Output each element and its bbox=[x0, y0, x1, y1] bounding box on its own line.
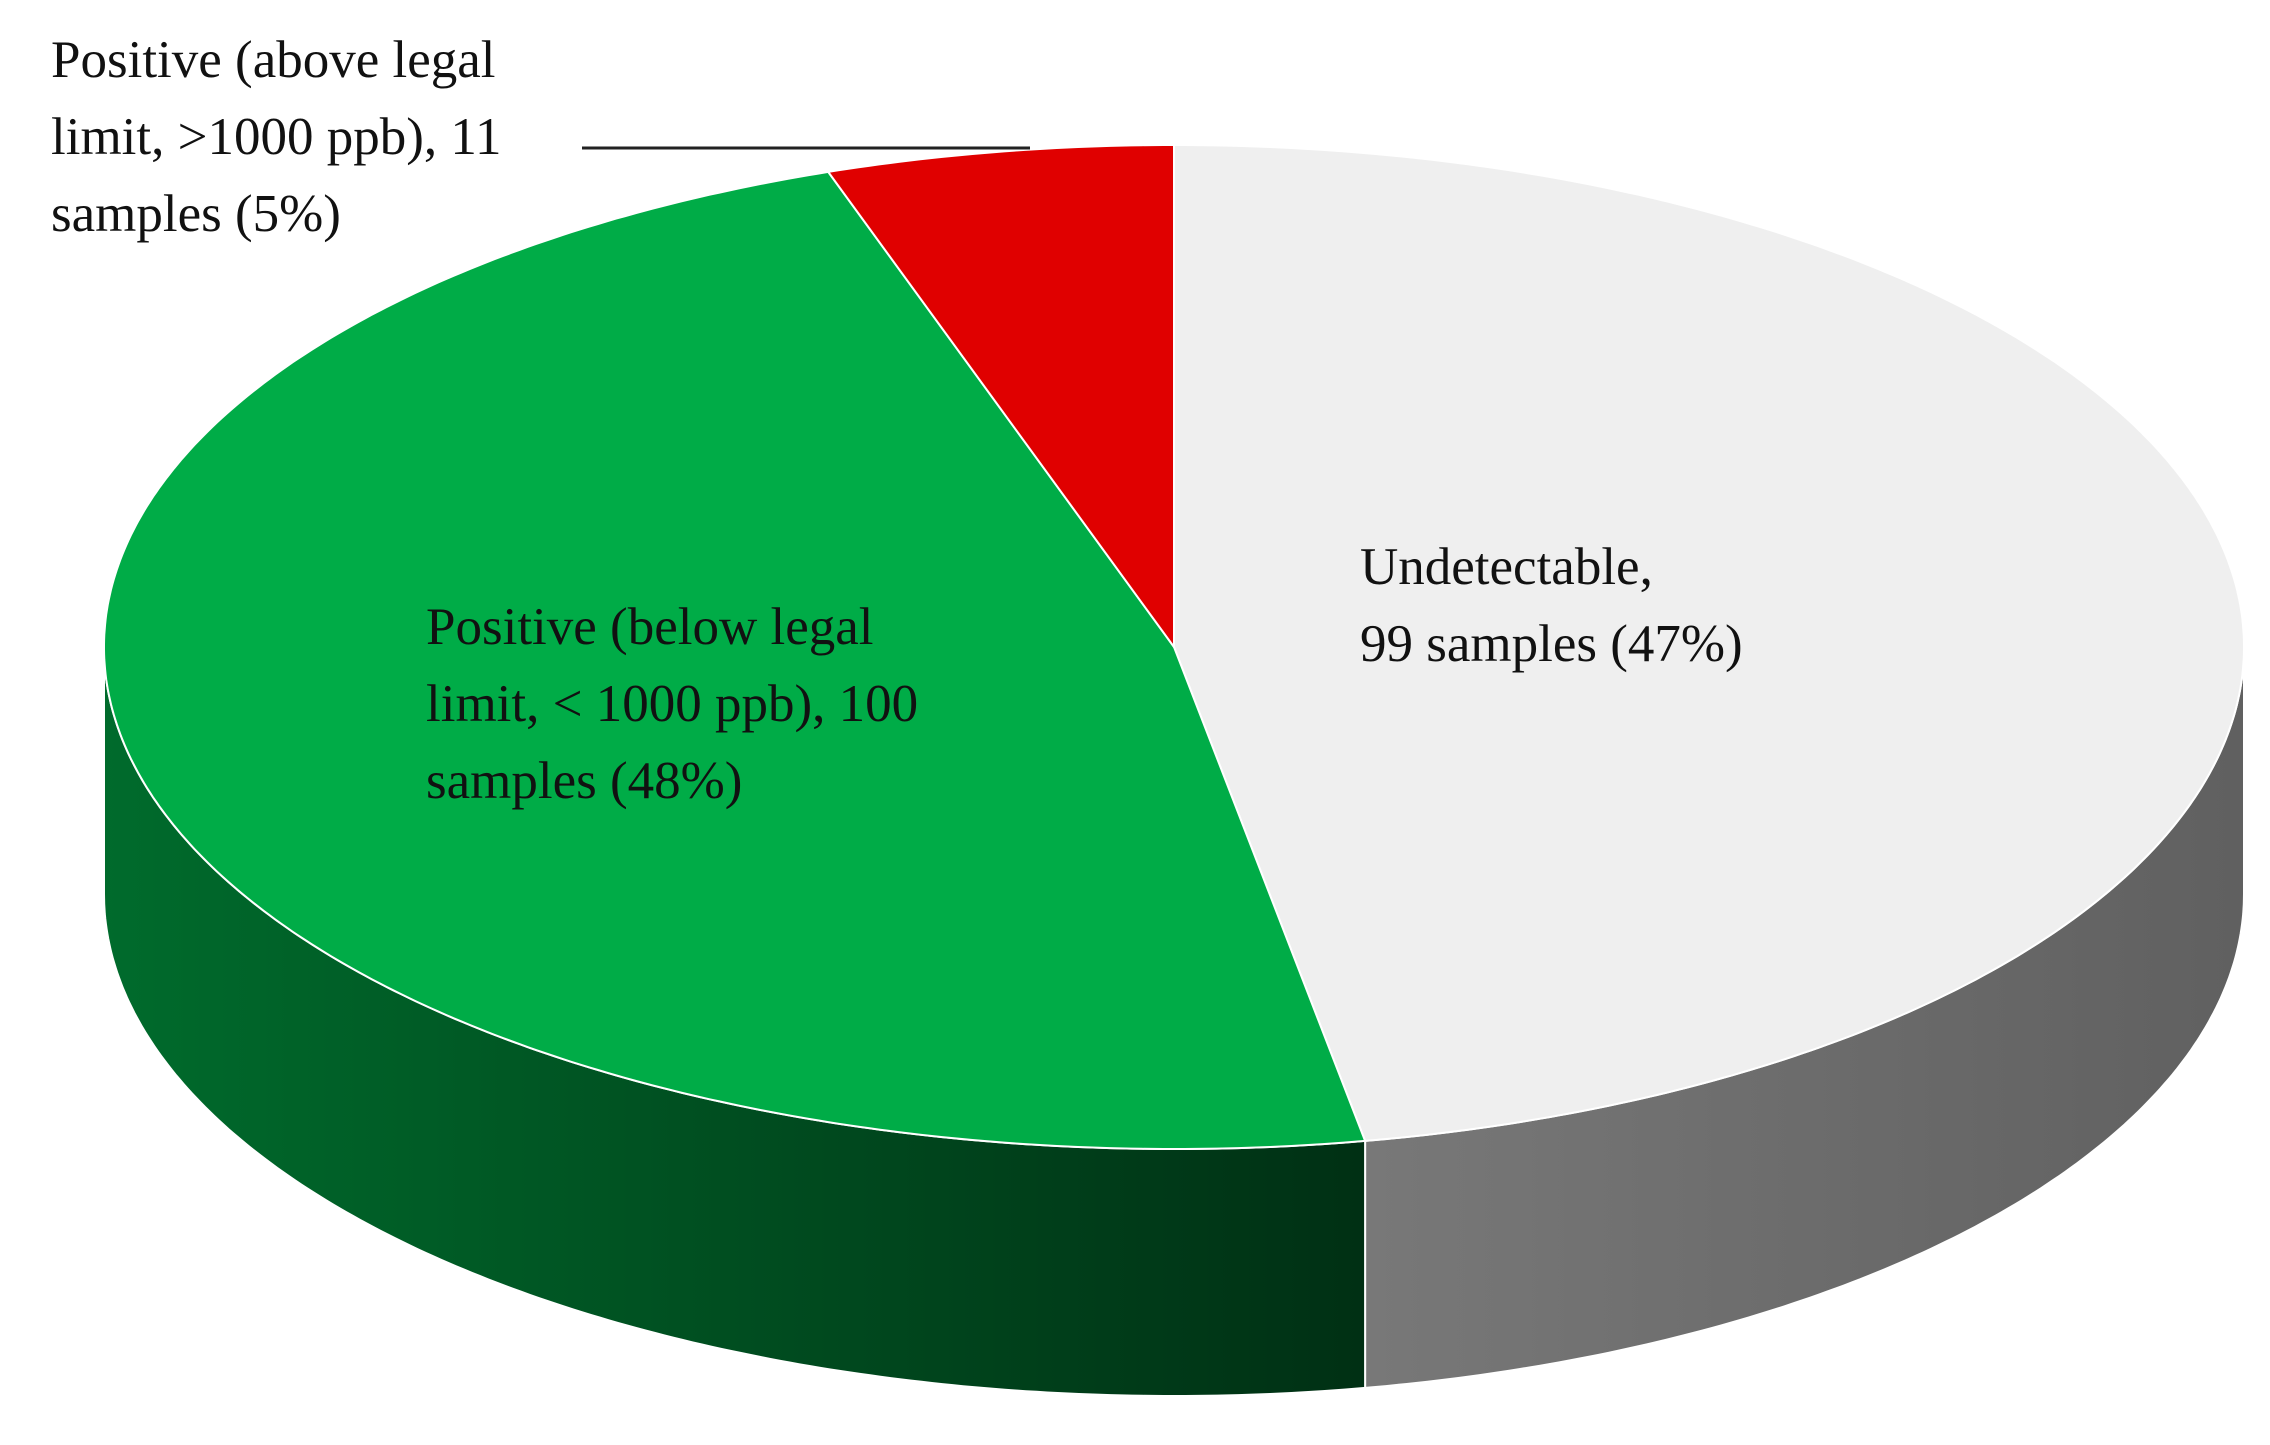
slice bbox=[103, 170, 1367, 1150]
data-label-line: Positive (below legal bbox=[426, 598, 873, 656]
data-label-line: Positive (above legal bbox=[51, 31, 496, 89]
data-label-line: samples (48%) bbox=[426, 752, 742, 810]
data-label-line: limit, < 1000 ppb), 100 bbox=[426, 675, 918, 733]
data-label: Undetectable, 99 samples (47%) bbox=[1360, 538, 1743, 673]
data-label-line: 99 samples (47%) bbox=[1360, 615, 1743, 673]
slice bbox=[1173, 144, 2245, 1142]
data-label: Positive (above legal limit, >1000 ppb), … bbox=[51, 31, 501, 243]
slice bbox=[826, 144, 1175, 651]
data-label-line: samples (5%) bbox=[51, 185, 341, 243]
data-label-line: limit, >1000 ppb), 11 bbox=[51, 108, 501, 166]
data-label: Positive (below legal limit, < 1000 ppb),… bbox=[426, 598, 918, 810]
data-label-line: Undetectable, bbox=[1360, 538, 1653, 596]
